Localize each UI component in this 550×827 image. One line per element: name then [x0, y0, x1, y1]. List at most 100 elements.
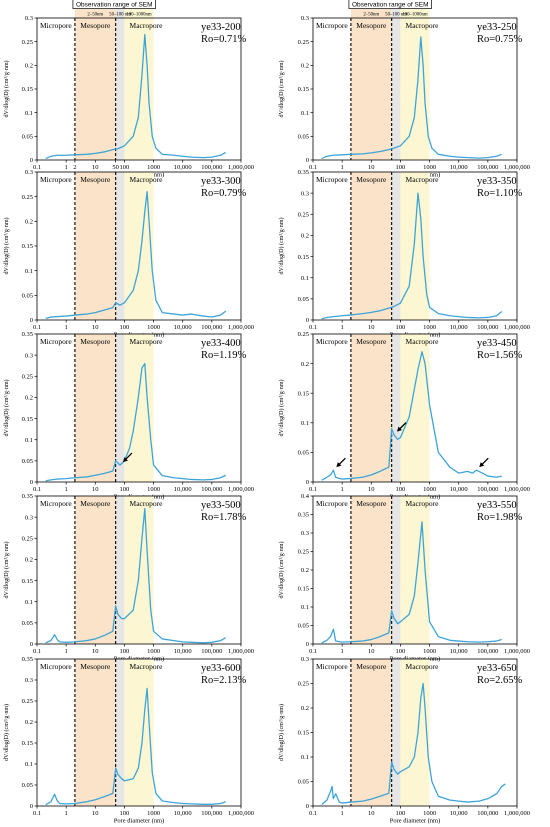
x-tick-label: 1,000,000 — [228, 648, 254, 655]
zone-label-micropore: Micropore — [316, 499, 348, 508]
transition-band — [115, 172, 125, 320]
x-tick-label: 10 — [92, 324, 99, 331]
x-tick-label: 1 — [341, 810, 344, 817]
x-tick-label: 10,000 — [174, 486, 192, 493]
obs-range-meso: 2–50nm — [363, 13, 379, 18]
y-tick-label: 0.05 — [298, 134, 309, 141]
y-tick-label: 0.05 — [22, 458, 33, 465]
arrow-head — [122, 457, 128, 463]
ro-label: Ro=0.71% — [201, 34, 247, 45]
obs-range-macro: 100–1000nm — [402, 13, 428, 18]
zone-label-macropore: Macropore — [130, 662, 164, 671]
panel-ye33-550: Micropore Mesopore Macropore ye33-550Ro=1.9… — [278, 493, 530, 662]
x-tick-label: 1,000,000 — [504, 164, 530, 171]
x-tick-label: 1000 — [423, 810, 436, 817]
plot-frame — [312, 171, 518, 321]
x-tick-label: 1000 — [147, 164, 160, 171]
y-tick-label: 0.25 — [298, 549, 309, 556]
panel-ye33-300: Micropore Mesopore Macropore ye33-300Ro=0.7… — [3, 169, 254, 338]
x-tick-label: 100,000 — [201, 164, 222, 171]
x-tick-label: 100,000 — [477, 324, 498, 331]
y-tick-label: 0.05 — [298, 779, 309, 786]
series-line — [321, 682, 506, 806]
x-tick-label: 10,000 — [174, 648, 192, 655]
sample-label: ye33-650 — [477, 663, 517, 674]
zone-label-mesopore: Mesopore — [356, 21, 387, 30]
x-tick-label: 10 — [92, 648, 99, 655]
x-tick-label: 100 — [120, 648, 130, 655]
y-tick-label: 0.3 — [25, 352, 33, 359]
mesopore-band — [350, 334, 392, 482]
sample-label: ye33-600 — [201, 663, 241, 674]
y-tick-label: 0.25 — [22, 39, 33, 46]
x-tick-label: 2 — [73, 164, 76, 171]
x-tick-label: 1000 — [423, 164, 436, 171]
y-tick-label: 0.05 — [22, 782, 33, 789]
obs-title: Observation range of SEM — [76, 1, 153, 8]
zone-label-mesopore: Mesopore — [356, 337, 387, 346]
arrow-head — [396, 426, 402, 432]
transition-band — [391, 334, 401, 482]
plot-frame — [36, 333, 242, 483]
panel-ye33-400: Micropore Mesopore Macropore ye33-400Ro=1.1… — [3, 331, 254, 500]
zone-label-micropore: Micropore — [40, 175, 72, 184]
obs-band-macro — [400, 9, 430, 18]
x-tick-label: 100,000 — [201, 486, 222, 493]
zone-label-macropore: Macropore — [406, 662, 440, 671]
series-line — [45, 362, 227, 482]
x-tick-label: 10 — [368, 486, 375, 493]
x-tick-label: 10 — [368, 164, 375, 171]
y-tick-label: 0.1 — [25, 599, 33, 606]
x-tick-label: 1 — [341, 324, 344, 331]
x-tick-label: 100 — [120, 324, 130, 331]
y-tick-label: 0.3 — [25, 15, 33, 22]
x-tick-label: 1 — [65, 486, 68, 493]
y-axis-title: dV/dlog(D) (cm³/g·nm) — [278, 61, 285, 118]
y-tick-label: 0.2 — [301, 705, 309, 712]
x-tick-label: 100 — [120, 164, 130, 171]
x-tick-label: 100 — [396, 810, 406, 817]
x-tick-label: 1 — [65, 648, 68, 655]
mesopore-band — [74, 172, 116, 320]
y-tick-label: 0 — [306, 803, 309, 810]
transition-band — [115, 334, 125, 482]
obs-range-meso: 2–50nm — [87, 13, 103, 18]
obs-band-macro — [124, 9, 154, 18]
ro-label: Ro=1.98% — [477, 512, 523, 523]
y-axis-title: dV/dlog(D) (cm³/g·nm) — [278, 704, 285, 761]
panel-ye33-350: Micropore Mesopore Macropore ye33-350Ro=1.1… — [278, 169, 530, 338]
y-tick-label: 0.25 — [22, 698, 33, 705]
x-tick-label: 10,000 — [174, 164, 192, 171]
x-tick-label: 10 — [92, 486, 99, 493]
y-tick-label: 0.35 — [298, 169, 309, 176]
y-tick-label: 0.1 — [25, 437, 33, 444]
y-tick-label: 0.15 — [298, 730, 309, 737]
x-tick-label: 100,000 — [201, 324, 222, 331]
x-tick-label: 10 — [368, 648, 375, 655]
x-tick-label: 1000 — [147, 648, 160, 655]
y-tick-label: 0.15 — [298, 586, 309, 593]
x-tick-label: 0.1 — [33, 648, 41, 655]
x-tick-label: 10,000 — [174, 324, 192, 331]
series-line — [45, 191, 227, 320]
x-tick-label: 100,000 — [201, 810, 222, 817]
x-tick-label: 1,000,000 — [228, 810, 254, 817]
panel-ye33-450: Micropore Mesopore Macropore ye33-450Ro=1.5… — [278, 331, 530, 500]
zone-label-macropore: Macropore — [130, 337, 164, 346]
x-tick-label: 1 — [65, 164, 68, 171]
y-tick-label: 0.3 — [301, 190, 309, 197]
x-tick-label: 1000 — [423, 648, 436, 655]
sem-observation-header: Observation range of SEM 2–50nm 50–100 nm1… — [72, 0, 156, 18]
x-tick-label: 100,000 — [477, 648, 498, 655]
obs-title: Observation range of SEM — [352, 1, 429, 8]
y-tick-label: 0.25 — [22, 194, 33, 201]
y-tick-label: 0 — [30, 803, 33, 810]
x-tick-label: 100 — [396, 164, 406, 171]
y-tick-label: 0.2 — [301, 361, 309, 368]
x-tick-label: 0.1 — [309, 486, 317, 493]
x-tick-label: 1000 — [147, 324, 160, 331]
mesopore-band — [350, 18, 392, 160]
obs-title-box — [72, 0, 156, 9]
x-tick-label: 10 — [92, 810, 99, 817]
sample-label: ye33-200 — [201, 22, 241, 33]
